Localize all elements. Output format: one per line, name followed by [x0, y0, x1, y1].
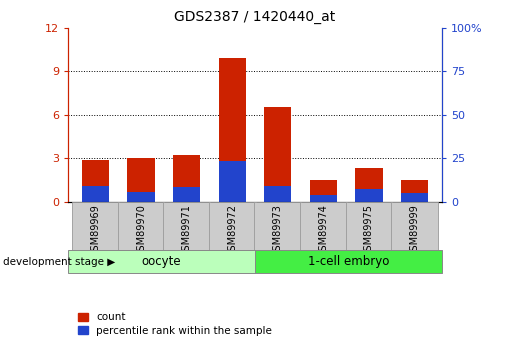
Bar	[68, 250, 255, 273]
Bar	[82, 160, 109, 202]
Bar	[356, 168, 383, 202]
Bar	[127, 158, 155, 202]
Bar	[401, 193, 428, 202]
Bar	[345, 202, 392, 252]
Bar	[310, 180, 337, 202]
Bar	[82, 186, 109, 202]
Text: GSM89973: GSM89973	[273, 204, 283, 257]
Text: GSM89975: GSM89975	[364, 204, 374, 257]
Bar	[255, 202, 301, 252]
Bar	[219, 58, 246, 202]
Bar	[209, 202, 256, 252]
Text: GSM89974: GSM89974	[318, 204, 328, 257]
Bar	[391, 202, 438, 252]
Text: GSM89971: GSM89971	[182, 204, 192, 257]
Text: GSM89970: GSM89970	[136, 204, 146, 257]
Text: 1-cell embryo: 1-cell embryo	[308, 255, 389, 268]
Bar	[401, 180, 428, 202]
Text: oocyte: oocyte	[142, 255, 181, 268]
Bar	[356, 189, 383, 202]
Bar	[72, 202, 119, 252]
Bar	[163, 202, 210, 252]
Bar	[118, 202, 165, 252]
Legend: count, percentile rank within the sample: count, percentile rank within the sample	[73, 308, 276, 340]
Bar	[173, 187, 200, 202]
Bar	[310, 195, 337, 202]
Bar	[219, 161, 246, 202]
Text: GSM89999: GSM89999	[410, 204, 420, 257]
Bar	[264, 186, 291, 202]
Bar	[300, 202, 347, 252]
Text: GSM89972: GSM89972	[227, 204, 237, 257]
Bar	[255, 250, 442, 273]
Bar	[127, 192, 155, 202]
Text: development stage ▶: development stage ▶	[3, 257, 115, 266]
Text: GSM89969: GSM89969	[90, 204, 100, 257]
Bar	[173, 155, 200, 202]
Title: GDS2387 / 1420440_at: GDS2387 / 1420440_at	[174, 10, 336, 24]
Bar	[264, 107, 291, 202]
